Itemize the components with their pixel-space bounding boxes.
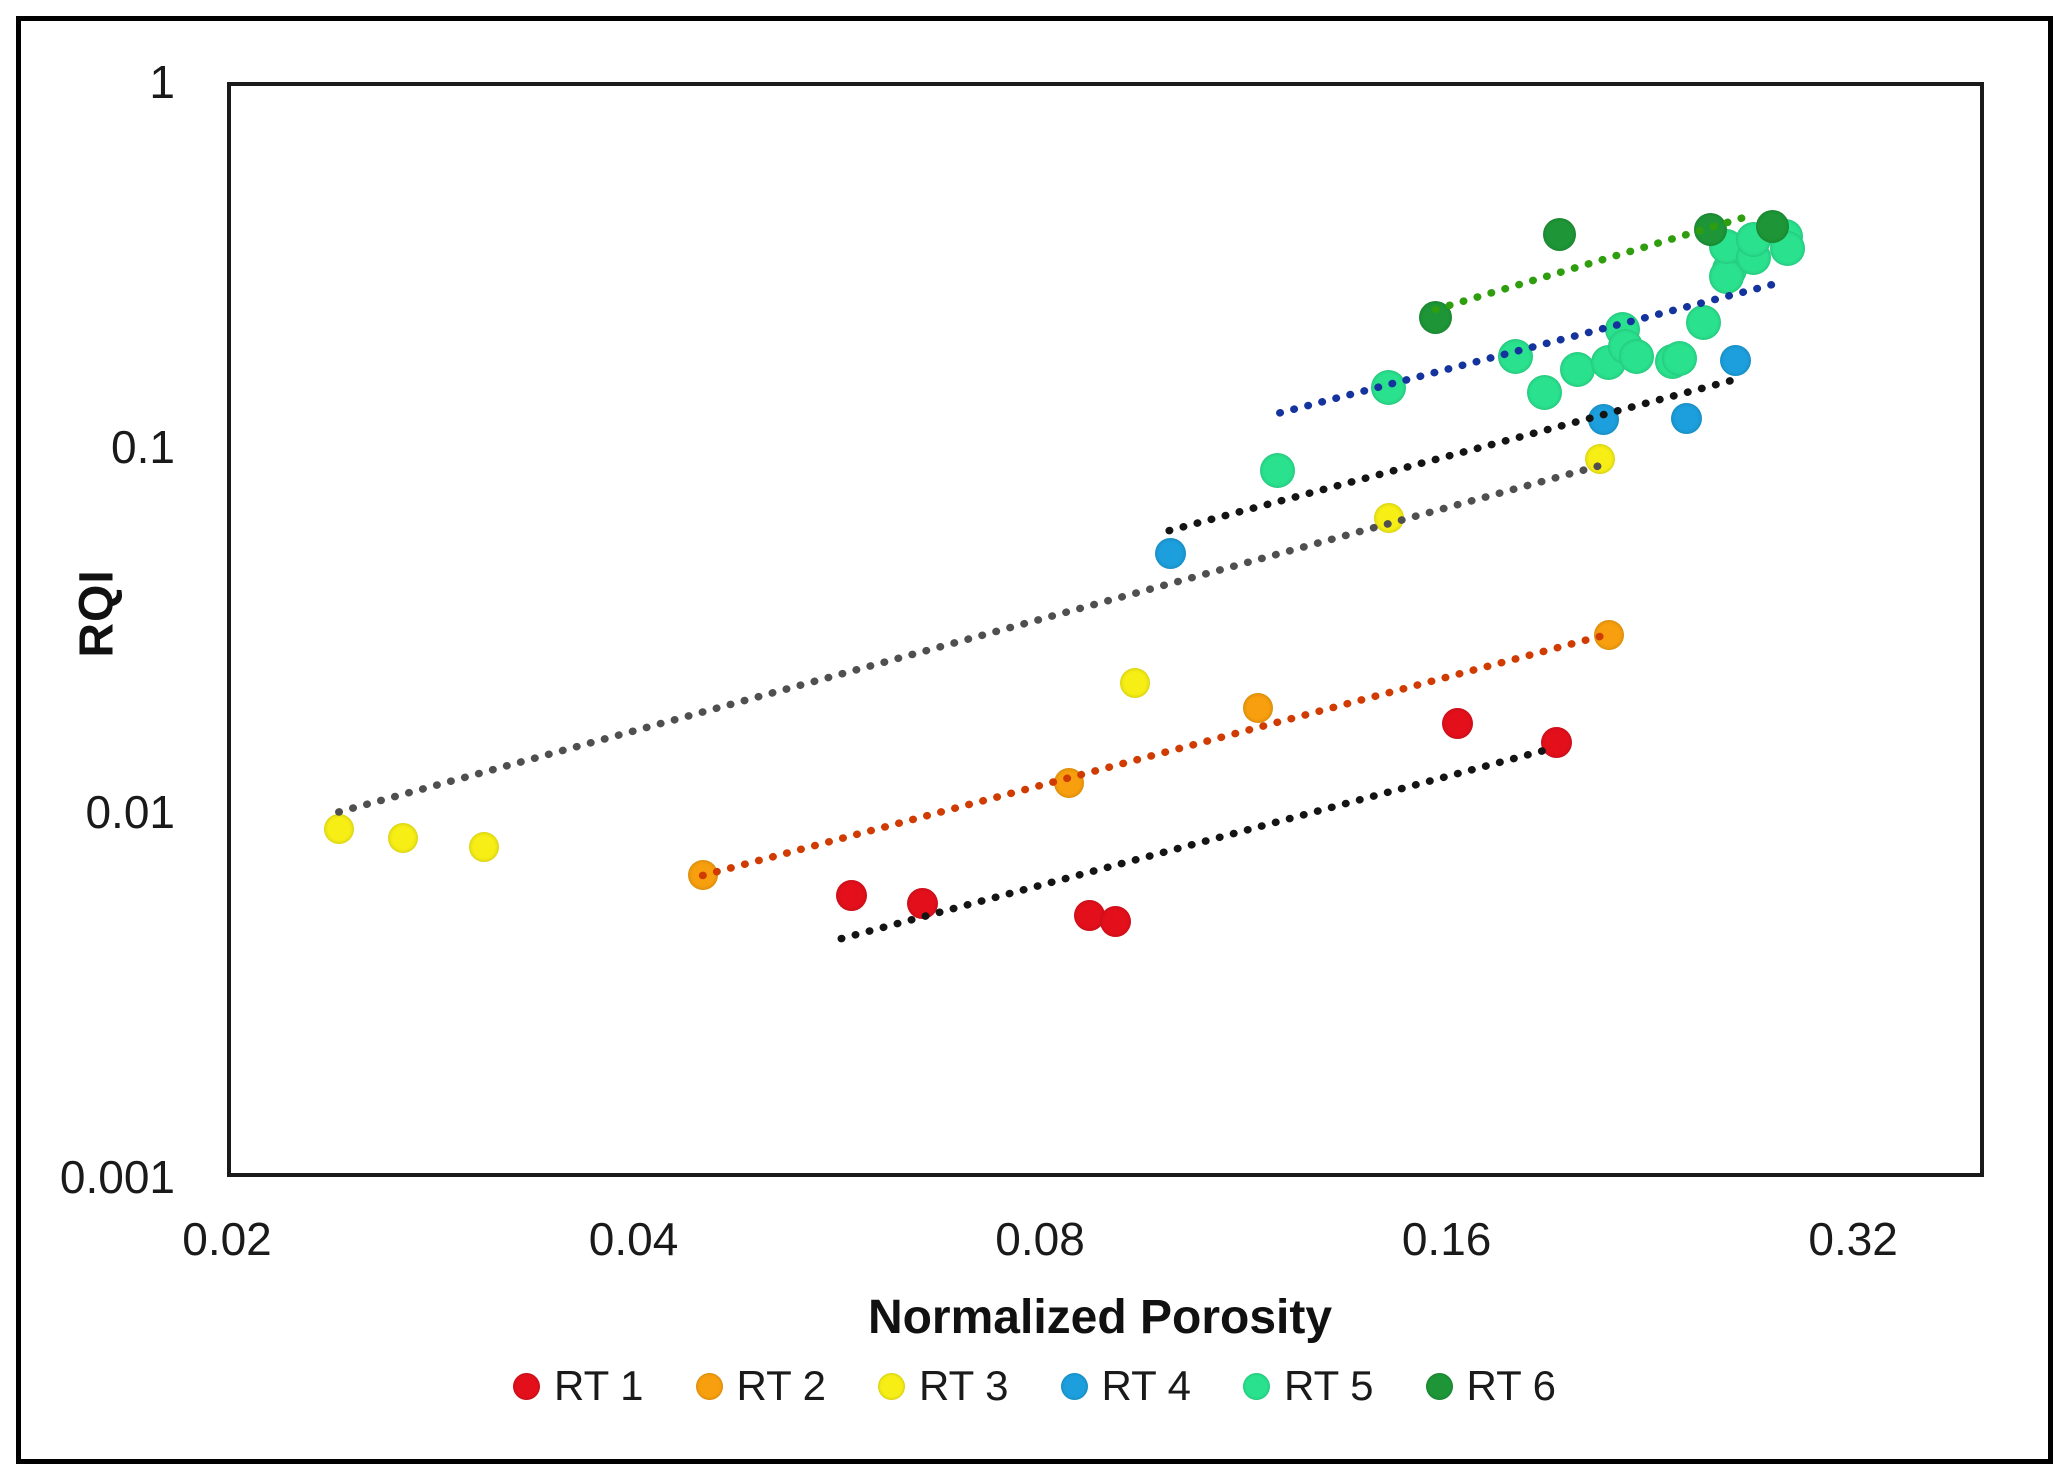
- x-tick-label: 0.32: [1808, 1213, 1898, 1265]
- data-point-rt-2: [1593, 620, 1624, 651]
- legend-label: RT 1: [554, 1362, 644, 1409]
- legend: RT 1 RT 2 RT 3 RT 4 RT 5 RT 6: [0, 1362, 2069, 1410]
- legend-item-rt-2: RT 2: [695, 1362, 827, 1410]
- legend-label: RT 4: [1101, 1362, 1192, 1409]
- data-point-rt-6: [1756, 209, 1790, 243]
- y-tick-label: 0.01: [85, 786, 175, 838]
- data-point-rt-1: [835, 880, 867, 912]
- data-point-rt-2: [687, 860, 718, 891]
- data-point-rt-2: [1242, 692, 1273, 723]
- legend-marker-icon: [878, 1372, 905, 1400]
- legend-item-rt-6: RT 6: [1425, 1362, 1557, 1410]
- legend-marker-icon: [1425, 1372, 1453, 1400]
- data-point-rt-3: [1373, 502, 1404, 533]
- data-point-rt-3: [1585, 443, 1616, 474]
- data-point-rt-4: [1587, 403, 1619, 435]
- legend-marker-icon: [1060, 1372, 1088, 1400]
- x-tick-label: 0.08: [995, 1213, 1085, 1265]
- x-tick-label: 0.04: [588, 1213, 679, 1265]
- data-point-rt-1: [1541, 727, 1573, 759]
- data-point-rt-4: [1720, 344, 1752, 376]
- data-point-rt-5: [1661, 340, 1697, 376]
- x-axis-title: Normalized Porosity: [867, 1291, 1333, 1344]
- data-point-rt-2: [1053, 768, 1084, 799]
- data-point-rt-5: [1526, 375, 1562, 411]
- data-point-rt-5: [1618, 338, 1654, 374]
- legend-label: RT 3: [919, 1362, 1009, 1409]
- legend-label: RT 2: [736, 1362, 827, 1409]
- x-tick-label: 0.02: [182, 1213, 272, 1265]
- data-point-rt-3: [388, 822, 418, 853]
- legend-marker-icon: [695, 1372, 723, 1400]
- data-point-rt-5: [1686, 304, 1722, 340]
- legend-marker-icon: [513, 1372, 540, 1400]
- data-point-rt-5: [1371, 369, 1407, 405]
- data-point-rt-3: [469, 832, 500, 863]
- data-point-rt-5: [1498, 338, 1534, 374]
- data-point-rt-6: [1543, 218, 1577, 252]
- legend-item-rt-3: RT 3: [878, 1362, 1009, 1410]
- legend-marker-icon: [1243, 1372, 1270, 1400]
- legend-label: RT 5: [1284, 1362, 1374, 1409]
- y-tick-label: 1: [149, 56, 175, 108]
- data-point-rt-5: [1559, 352, 1595, 388]
- data-point-rt-6: [1694, 212, 1728, 246]
- data-point-rt-6: [1418, 301, 1452, 335]
- x-tick-label: 0.16: [1401, 1213, 1492, 1265]
- data-point-rt-3: [1119, 668, 1150, 699]
- data-point-rt-1: [1441, 707, 1473, 739]
- y-tick-label: 0.1: [111, 421, 175, 473]
- y-axis-title: RQI: [70, 569, 124, 658]
- legend-item-rt-4: RT 4: [1060, 1362, 1192, 1410]
- y-tick-label: 0.001: [59, 1151, 175, 1203]
- data-point-rt-4: [1671, 402, 1703, 434]
- data-point-rt-3: [323, 813, 354, 844]
- legend-item-rt-5: RT 5: [1243, 1362, 1374, 1410]
- legend-item-rt-1: RT 1: [513, 1362, 644, 1410]
- legend-label: RT 6: [1466, 1362, 1557, 1409]
